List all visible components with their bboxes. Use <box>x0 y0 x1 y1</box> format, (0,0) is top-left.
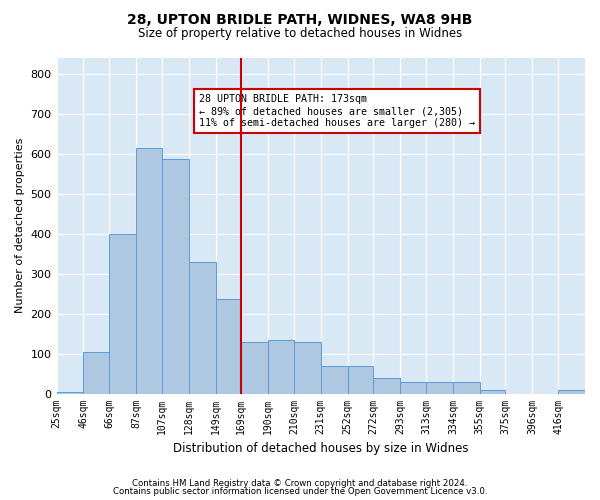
Bar <box>321 366 348 394</box>
Bar <box>268 340 294 394</box>
Bar <box>241 342 268 394</box>
Bar <box>83 352 109 394</box>
Bar <box>480 390 505 394</box>
Text: 28, UPTON BRIDLE PATH, WIDNES, WA8 9HB: 28, UPTON BRIDLE PATH, WIDNES, WA8 9HB <box>127 12 473 26</box>
Y-axis label: Number of detached properties: Number of detached properties <box>15 138 25 313</box>
Bar <box>348 366 373 394</box>
Bar <box>294 342 321 394</box>
Bar <box>426 382 453 394</box>
Text: Contains public sector information licensed under the Open Government Licence v3: Contains public sector information licen… <box>113 487 487 496</box>
Bar <box>56 392 83 394</box>
Bar <box>558 390 585 394</box>
Text: 28 UPTON BRIDLE PATH: 173sqm
← 89% of detached houses are smaller (2,305)
11% of: 28 UPTON BRIDLE PATH: 173sqm ← 89% of de… <box>199 94 475 128</box>
Bar <box>453 382 480 394</box>
Bar <box>162 159 188 394</box>
Bar <box>188 262 215 394</box>
Bar <box>136 148 162 394</box>
Bar <box>400 382 426 394</box>
Bar <box>215 298 241 394</box>
Text: Contains HM Land Registry data © Crown copyright and database right 2024.: Contains HM Land Registry data © Crown c… <box>132 478 468 488</box>
Bar <box>373 378 400 394</box>
Bar <box>109 234 136 394</box>
X-axis label: Distribution of detached houses by size in Widnes: Distribution of detached houses by size … <box>173 442 469 455</box>
Text: Size of property relative to detached houses in Widnes: Size of property relative to detached ho… <box>138 28 462 40</box>
